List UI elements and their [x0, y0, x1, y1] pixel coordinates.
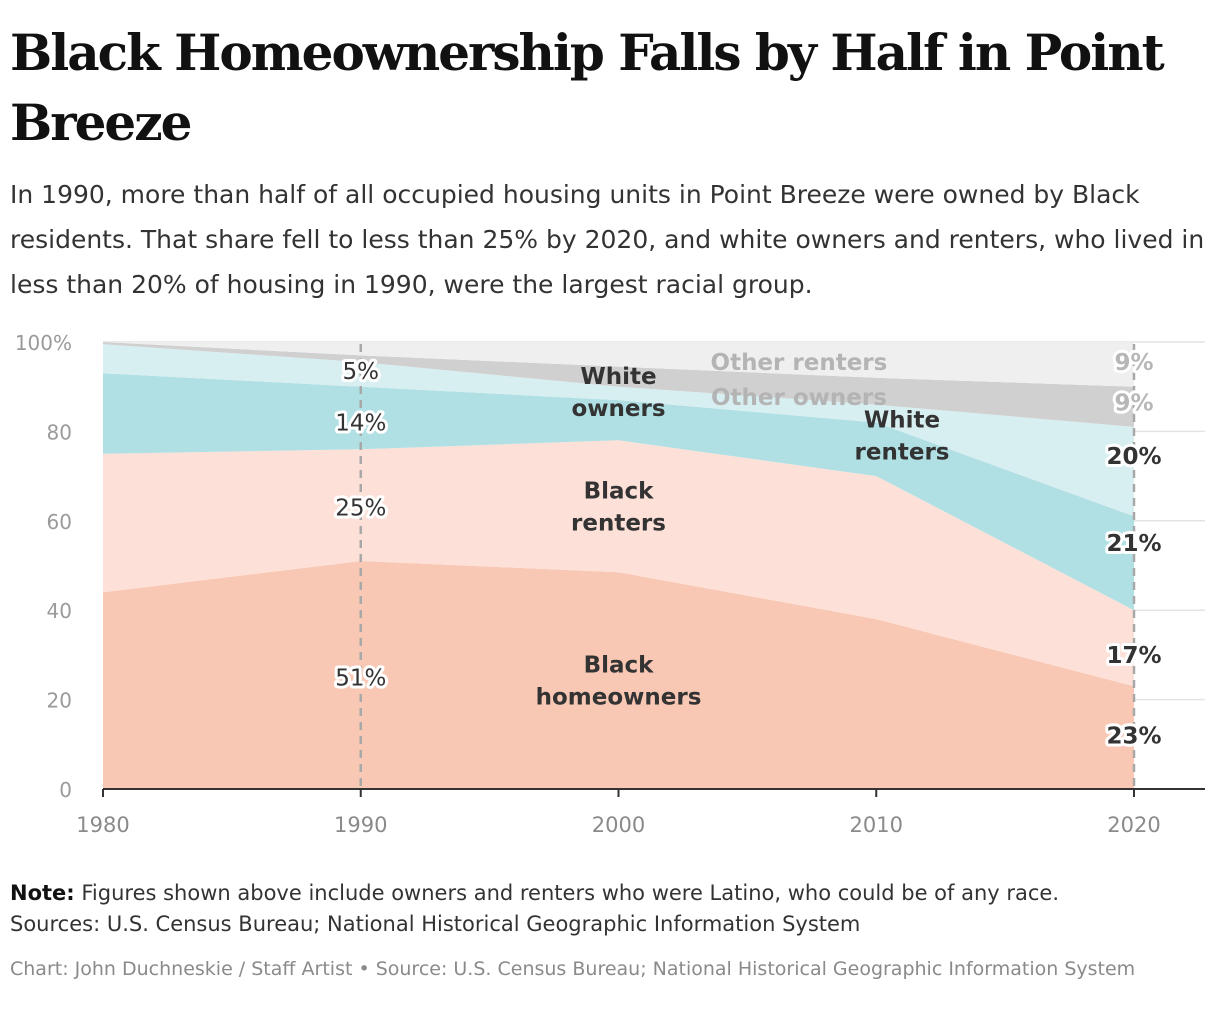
note-sources: Sources: U.S. Census Bureau; National Hi…	[10, 912, 861, 936]
chart-note: Note: Figures shown above include owners…	[10, 878, 1210, 940]
year-guides	[359, 344, 1136, 789]
y-tick-label: 60	[47, 510, 72, 534]
series-labels: Black homeowners Black renters White owners Wh…	[536, 350, 950, 710]
series-label-black-renters: Black renters	[571, 478, 666, 536]
series-label-black-homeowners: Black homeowners	[536, 653, 702, 711]
axes: 0 20 40 60 80 100% 1980 1990 2000 2010 2020	[15, 331, 1205, 837]
series-label-white-owners: White owners	[571, 364, 665, 422]
value-label-1990-white-renters: 5%	[343, 359, 380, 385]
y-tick-label: 0	[59, 778, 72, 802]
y-tick-label: 80	[47, 420, 72, 444]
x-tick-label: 2010	[850, 813, 903, 837]
area-other-owners	[103, 342, 1134, 427]
chart-title: Black Homeownership Falls by Half in Poi…	[10, 23, 1165, 152]
value-label-2020-white-owners: 21%	[1106, 531, 1161, 557]
x-tick-label: 1990	[334, 813, 387, 837]
y-tick-label: 40	[47, 599, 72, 623]
x-tick-label: 2000	[592, 813, 645, 837]
area-white-renters	[103, 344, 1134, 517]
series-label-other-renters: Other renters	[711, 350, 888, 376]
value-label-2020-white-renters: 20%	[1106, 444, 1161, 470]
value-label-2020-black-renters: 17%	[1106, 643, 1161, 669]
value-label-2020-black-homeowners: 23%	[1106, 723, 1161, 749]
x-tick-label: 2020	[1107, 813, 1160, 837]
series-label-other-owners: Other owners	[711, 385, 887, 411]
stacked-area-chart: 0 20 40 60 80 100% 1980 1990 2000 2010 2020 Black h…	[15, 331, 1205, 837]
value-label-1990-black-renters: 25%	[335, 495, 386, 521]
y-tick-label: 100%	[15, 331, 72, 355]
value-label-1990-black-homeowners: 51%	[335, 665, 386, 691]
series-label-white-renters: White renters	[855, 407, 950, 465]
area-other-renters	[103, 342, 1134, 387]
value-label-2020-other-owners: 9%	[1114, 390, 1153, 416]
value-label-1990-white-owners: 14%	[335, 410, 386, 436]
note-text: Figures shown above include owners and r…	[81, 881, 1060, 905]
value-label-2020-other-renters: 9%	[1114, 350, 1153, 376]
note-label: Note:	[10, 881, 75, 905]
value-labels: 51% 25% 14% 5% 23% 17% 21% 20% 9% 9%	[332, 347, 1164, 752]
chart-credit: Chart: John Duchneskie / Staff Artist • …	[10, 958, 1136, 980]
chart-subtitle: In 1990, more than half of all occupied …	[10, 180, 1205, 299]
y-tick-label: 20	[47, 689, 72, 713]
x-tick-label: 1980	[76, 813, 129, 837]
